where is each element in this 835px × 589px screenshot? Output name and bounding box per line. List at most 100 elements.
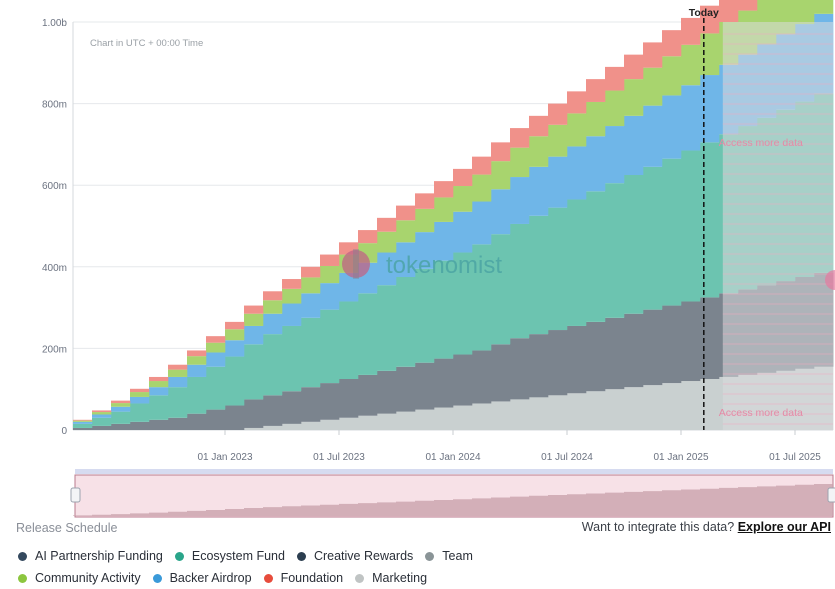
- bar-ecosystem-fund: [662, 158, 682, 306]
- bar-community-activity: [472, 174, 492, 202]
- bar-ecosystem-fund: [605, 183, 625, 318]
- bar-marketing: [700, 379, 720, 430]
- bar-foundation: [149, 376, 169, 382]
- legend-item[interactable]: Creative Rewards: [296, 549, 414, 563]
- bar-community-activity: [662, 56, 682, 96]
- bar-foundation: [567, 91, 587, 114]
- bar-backer-airdrop: [244, 325, 264, 345]
- legend-item[interactable]: Marketing: [355, 571, 427, 585]
- locked-label-bottom: Access more data: [719, 407, 803, 419]
- bar-community-activity: [301, 277, 321, 294]
- locked-logo-icon: [825, 270, 835, 290]
- bar-ecosystem-fund: [358, 293, 378, 375]
- bar-marketing: [491, 401, 511, 430]
- bar-ecosystem-fund: [130, 403, 150, 422]
- bar-creative-rewards: [453, 354, 473, 406]
- bar-foundation: [662, 30, 682, 57]
- bar-backer-airdrop: [434, 221, 454, 261]
- bar-creative-rewards: [377, 370, 397, 414]
- bar-creative-rewards: [643, 309, 663, 386]
- bar-backer-airdrop: [567, 146, 587, 200]
- y-tick-label: 800m: [42, 100, 67, 111]
- legend-item[interactable]: Foundation: [263, 571, 344, 585]
- bar-foundation: [434, 181, 454, 198]
- today-marker: Today: [689, 7, 719, 430]
- bar-community-activity: [491, 161, 511, 190]
- locked-label-top: Access more data: [719, 137, 803, 149]
- legend-item[interactable]: Ecosystem Fund: [174, 549, 285, 563]
- bar-creative-rewards: [415, 362, 435, 410]
- x-tick-label: 01 Jan 2025: [653, 452, 708, 463]
- navigator-handle-left[interactable]: [70, 487, 81, 503]
- bar-creative-rewards: [605, 317, 625, 390]
- bar-backer-airdrop: [491, 189, 511, 235]
- bar-foundation: [415, 193, 435, 209]
- chart-svg: Access more data Access more data 0 200m 40…: [41, 0, 835, 518]
- bar-backer-airdrop: [206, 352, 226, 367]
- bar-backer-airdrop: [130, 396, 150, 404]
- legend-dot-icon: [152, 573, 162, 583]
- bar-community-activity: [377, 231, 397, 253]
- legend-label: Backer Airdrop: [169, 571, 252, 585]
- explore-api-link[interactable]: Explore our API: [737, 520, 831, 534]
- bar-foundation: [719, 0, 739, 22]
- bar-creative-rewards: [567, 325, 587, 394]
- bar-creative-rewards: [111, 423, 131, 430]
- range-navigator[interactable]: [70, 469, 835, 518]
- bar-community-activity: [320, 265, 340, 284]
- bar-creative-rewards: [320, 383, 340, 420]
- bar-backer-airdrop: [282, 303, 302, 326]
- bar-marketing: [548, 395, 568, 430]
- bar-creative-rewards: [662, 305, 682, 384]
- bar-marketing: [529, 397, 549, 430]
- bar-foundation: [168, 364, 188, 370]
- bar-marketing: [605, 389, 625, 430]
- bar-ecosystem-fund: [282, 325, 302, 392]
- bar-community-activity: [187, 356, 207, 365]
- bar-creative-rewards: [149, 419, 169, 430]
- bar-foundation: [130, 388, 150, 393]
- bar-foundation: [738, 0, 758, 11]
- bar-community-activity: [510, 147, 530, 178]
- bar-backer-airdrop: [510, 177, 530, 224]
- legend-label: Creative Rewards: [313, 549, 414, 563]
- legend-label: Foundation: [280, 571, 344, 585]
- bar-community-activity: [814, 0, 834, 14]
- bar-backer-airdrop: [700, 75, 720, 143]
- bar-creative-rewards: [301, 387, 321, 422]
- legend-item[interactable]: Backer Airdrop: [152, 571, 252, 585]
- bar-backer-airdrop: [396, 242, 416, 277]
- release-schedule-chart: Access more data Access more data 0 200m 40…: [41, 0, 835, 518]
- navigator-handle-right[interactable]: [827, 487, 835, 503]
- bar-ecosystem-fund: [586, 191, 606, 322]
- legend-label: Marketing: [372, 571, 428, 585]
- bar-marketing: [339, 417, 359, 430]
- api-promo-text: Want to integrate this data?: [581, 520, 735, 534]
- bar-creative-rewards: [586, 321, 606, 392]
- bar-ecosystem-fund: [529, 215, 549, 335]
- bar-community-activity: [453, 186, 473, 212]
- api-promo: Want to integrate this data? Explore our…: [582, 520, 831, 534]
- locked-shade: [722, 22, 833, 430]
- bar-creative-rewards: [529, 334, 549, 398]
- bar-backer-airdrop: [111, 406, 131, 412]
- bar-marketing: [282, 423, 302, 430]
- bar-creative-rewards: [396, 366, 416, 412]
- bar-creative-rewards: [130, 421, 150, 430]
- bar-community-activity: [643, 67, 663, 106]
- bar-backer-airdrop: [263, 313, 283, 335]
- legend-row-2: Community Activity Backer Airdrop Foundati…: [18, 571, 439, 585]
- bar-foundation: [548, 103, 568, 125]
- locked-overlay[interactable]: Access more data Access more data: [719, 22, 835, 430]
- legend-dot-icon: [355, 573, 365, 583]
- bar-creative-rewards: [244, 399, 264, 428]
- legend-label: Team: [442, 549, 473, 563]
- legend-item[interactable]: Community Activity: [18, 571, 141, 585]
- bar-marketing: [453, 405, 473, 430]
- legend-item[interactable]: Team: [425, 549, 473, 563]
- bar-creative-rewards: [225, 405, 245, 430]
- bar-backer-airdrop: [73, 421, 93, 424]
- legend-item[interactable]: AI Partnership Funding: [18, 549, 163, 563]
- bar-community-activity: [130, 392, 150, 397]
- bar-ecosystem-fund: [643, 166, 663, 310]
